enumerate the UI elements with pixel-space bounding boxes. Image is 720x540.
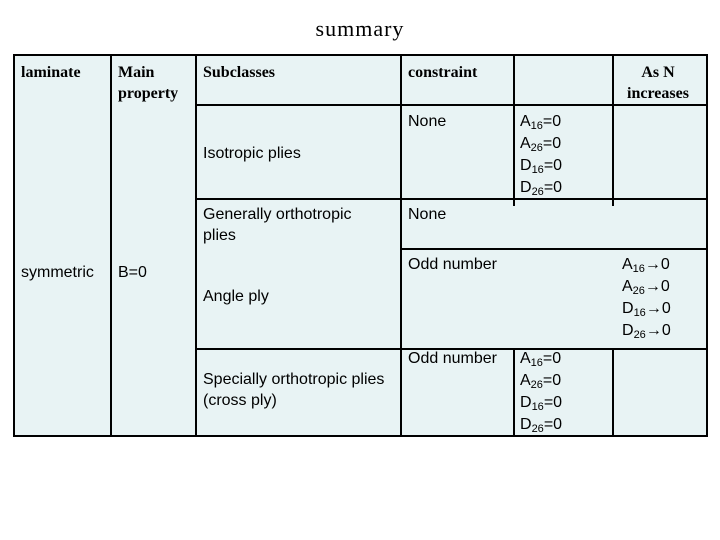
condition-item: D26=0 (520, 416, 563, 435)
constraint-angle-ply: Odd number (408, 256, 497, 273)
header-constraint: constraint (408, 64, 478, 81)
condition-item: D16=0 (520, 157, 563, 176)
col-divider (612, 56, 614, 206)
limit-item: A26→0 (622, 278, 670, 297)
row-divider (400, 248, 708, 250)
conditions-isotropic: A16=0 A26=0 D16=0 D26=0 (520, 111, 562, 199)
row-divider (195, 104, 708, 106)
condition-item: A16=0 (520, 113, 562, 132)
header-subclasses: Subclasses (203, 64, 276, 81)
constraint-specially-orthotropic: Odd number (408, 350, 497, 367)
as-n-increases-angle-ply: A16→0 A26→0 D16→0 D26→0 (622, 254, 671, 342)
condition-item: D16=0 (520, 394, 563, 413)
col-divider (513, 348, 515, 435)
condition-item: A26=0 (520, 372, 562, 391)
summary-table: laminate Main property Subclasses constr… (13, 54, 708, 437)
col-divider (110, 56, 112, 435)
col-divider (195, 56, 197, 435)
header-as-n-increases: As N increases (627, 64, 689, 102)
row-divider (195, 198, 708, 200)
limit-item: D16→0 (622, 300, 671, 319)
slide-title: summary (315, 16, 405, 41)
subclass-specially-orthotropic: Specially orthotropic plies (cross ply) (203, 371, 385, 409)
col-divider (513, 56, 515, 206)
constraint-isotropic: None (408, 113, 447, 130)
col-divider (400, 56, 402, 435)
header-main-property: Main property (118, 64, 179, 102)
condition-item: A26=0 (520, 135, 562, 154)
subclass-generally-orthotropic: Generally orthotropic plies (203, 206, 352, 244)
laminate-value: symmetric (21, 264, 94, 281)
main-property-value: B=0 (118, 264, 147, 281)
subclass-angle-ply: Angle ply (203, 288, 269, 305)
subclass-isotropic: Isotropic plies (203, 145, 301, 162)
condition-item: A16=0 (520, 350, 562, 369)
limit-item: D26→0 (622, 322, 671, 341)
col-divider (612, 348, 614, 435)
conditions-specially-orthotropic: A16=0 A26=0 D16=0 D26=0 (520, 348, 562, 436)
condition-item: D26=0 (520, 179, 563, 198)
row-divider (195, 348, 708, 350)
constraint-generally-orthotropic: None (408, 206, 447, 223)
header-laminate: laminate (21, 64, 81, 81)
limit-item: A16→0 (622, 256, 670, 275)
